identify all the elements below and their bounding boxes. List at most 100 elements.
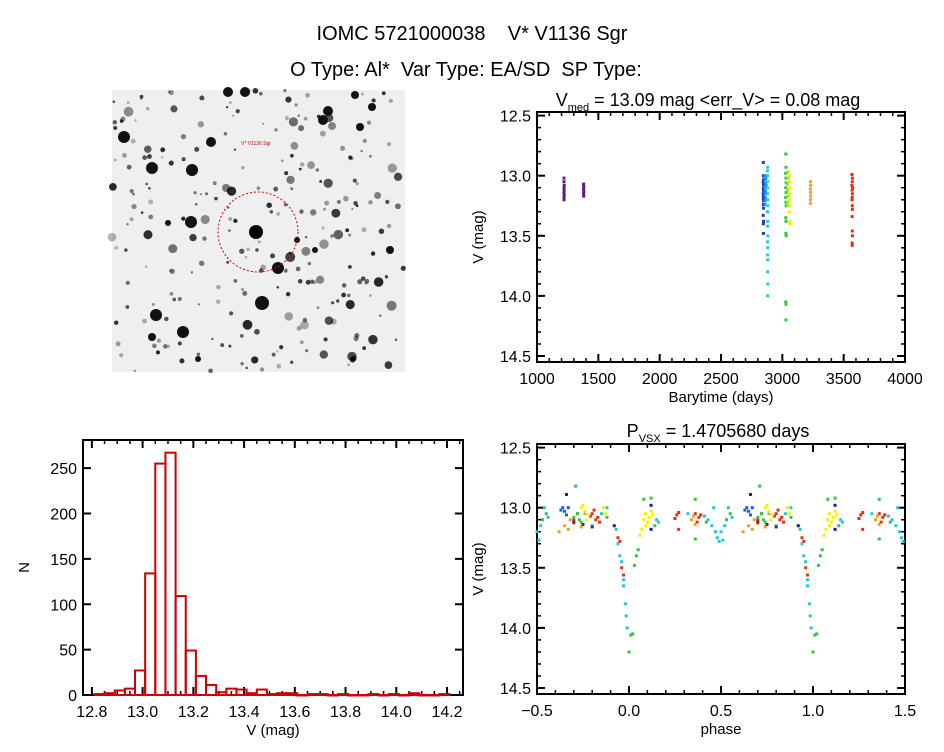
x-tick-label: 13.4 [229,704,260,721]
histogram-bar [397,694,410,697]
data-point [719,530,723,534]
data-point [579,506,583,510]
data-point [850,234,854,238]
star [244,255,248,259]
histogram-bar [367,693,380,697]
data-point [761,213,765,217]
star [378,228,385,235]
x-axis-label: V (mag) [246,722,299,739]
data-point [582,189,586,193]
star [168,244,178,254]
star [126,223,129,226]
star [142,155,148,160]
data-point [761,180,765,184]
star [322,207,327,211]
data-point [645,520,649,524]
data-point [761,194,765,198]
data-point [857,517,861,521]
data-point [623,602,627,606]
data-point [585,518,589,522]
data-point [788,219,792,223]
data-point [557,530,561,534]
star [168,89,175,96]
data-point [766,180,770,184]
data-point [765,523,769,527]
data-point [598,520,602,524]
data-point [748,513,752,517]
y-axis-label: N [16,562,33,573]
star [177,297,182,301]
data-point [784,195,788,199]
star [284,171,289,176]
histogram-bar [438,693,451,697]
data-point [766,234,770,238]
data-point [561,506,565,510]
data-point [563,509,567,513]
data-point [896,506,900,510]
star [148,199,154,205]
data-point [763,506,767,510]
star [355,182,359,186]
data-point [625,626,629,630]
star [299,340,304,345]
star [144,145,152,154]
star [387,163,397,173]
histogram-bar [276,692,289,697]
data-point [592,508,596,512]
data-point [788,204,792,208]
star [185,216,197,228]
star [148,333,156,341]
data-point [596,515,600,519]
figure-title-line1: IOMC 5721000038 V* V1136 Sgr [317,23,628,45]
data-point [850,207,854,211]
plot-frame [82,439,464,696]
star [353,336,359,342]
x-tick-label: 13.8 [330,704,361,721]
data-point [805,584,809,588]
star [319,350,328,359]
star [341,283,347,288]
star [148,214,154,220]
data-point [627,650,631,654]
star [370,251,376,256]
data-point [833,527,837,531]
star [355,204,359,208]
data-point [829,520,833,524]
star [298,167,302,171]
star [374,192,382,199]
data-point [766,192,770,196]
data-point [651,513,655,517]
data-point [761,203,765,207]
x-tick-label: 12.8 [76,704,107,721]
data-point [677,527,681,531]
data-point [809,183,813,187]
star [324,200,330,206]
data-point [804,560,808,564]
star [180,134,187,140]
x-tick-label: 14.0 [381,704,412,721]
data-point [817,563,821,567]
star [283,203,288,207]
data-point [624,614,628,618]
histogram-bar [235,688,248,697]
data-point [614,527,618,531]
data-point [582,194,586,198]
data-point [861,527,865,531]
star [345,228,350,233]
data-point [644,512,648,516]
data-point [831,515,835,519]
star [323,337,328,342]
star [393,172,403,181]
data-point [798,527,802,531]
star [151,302,155,306]
data-point [588,514,592,518]
y-tick-label: 150 [50,552,77,569]
star [251,356,259,364]
star [119,119,124,123]
data-point [761,222,765,226]
star [330,234,334,238]
star [301,246,311,256]
data-point [634,554,638,558]
data-point [761,518,765,522]
x-tick-label: 2000 [642,371,678,388]
